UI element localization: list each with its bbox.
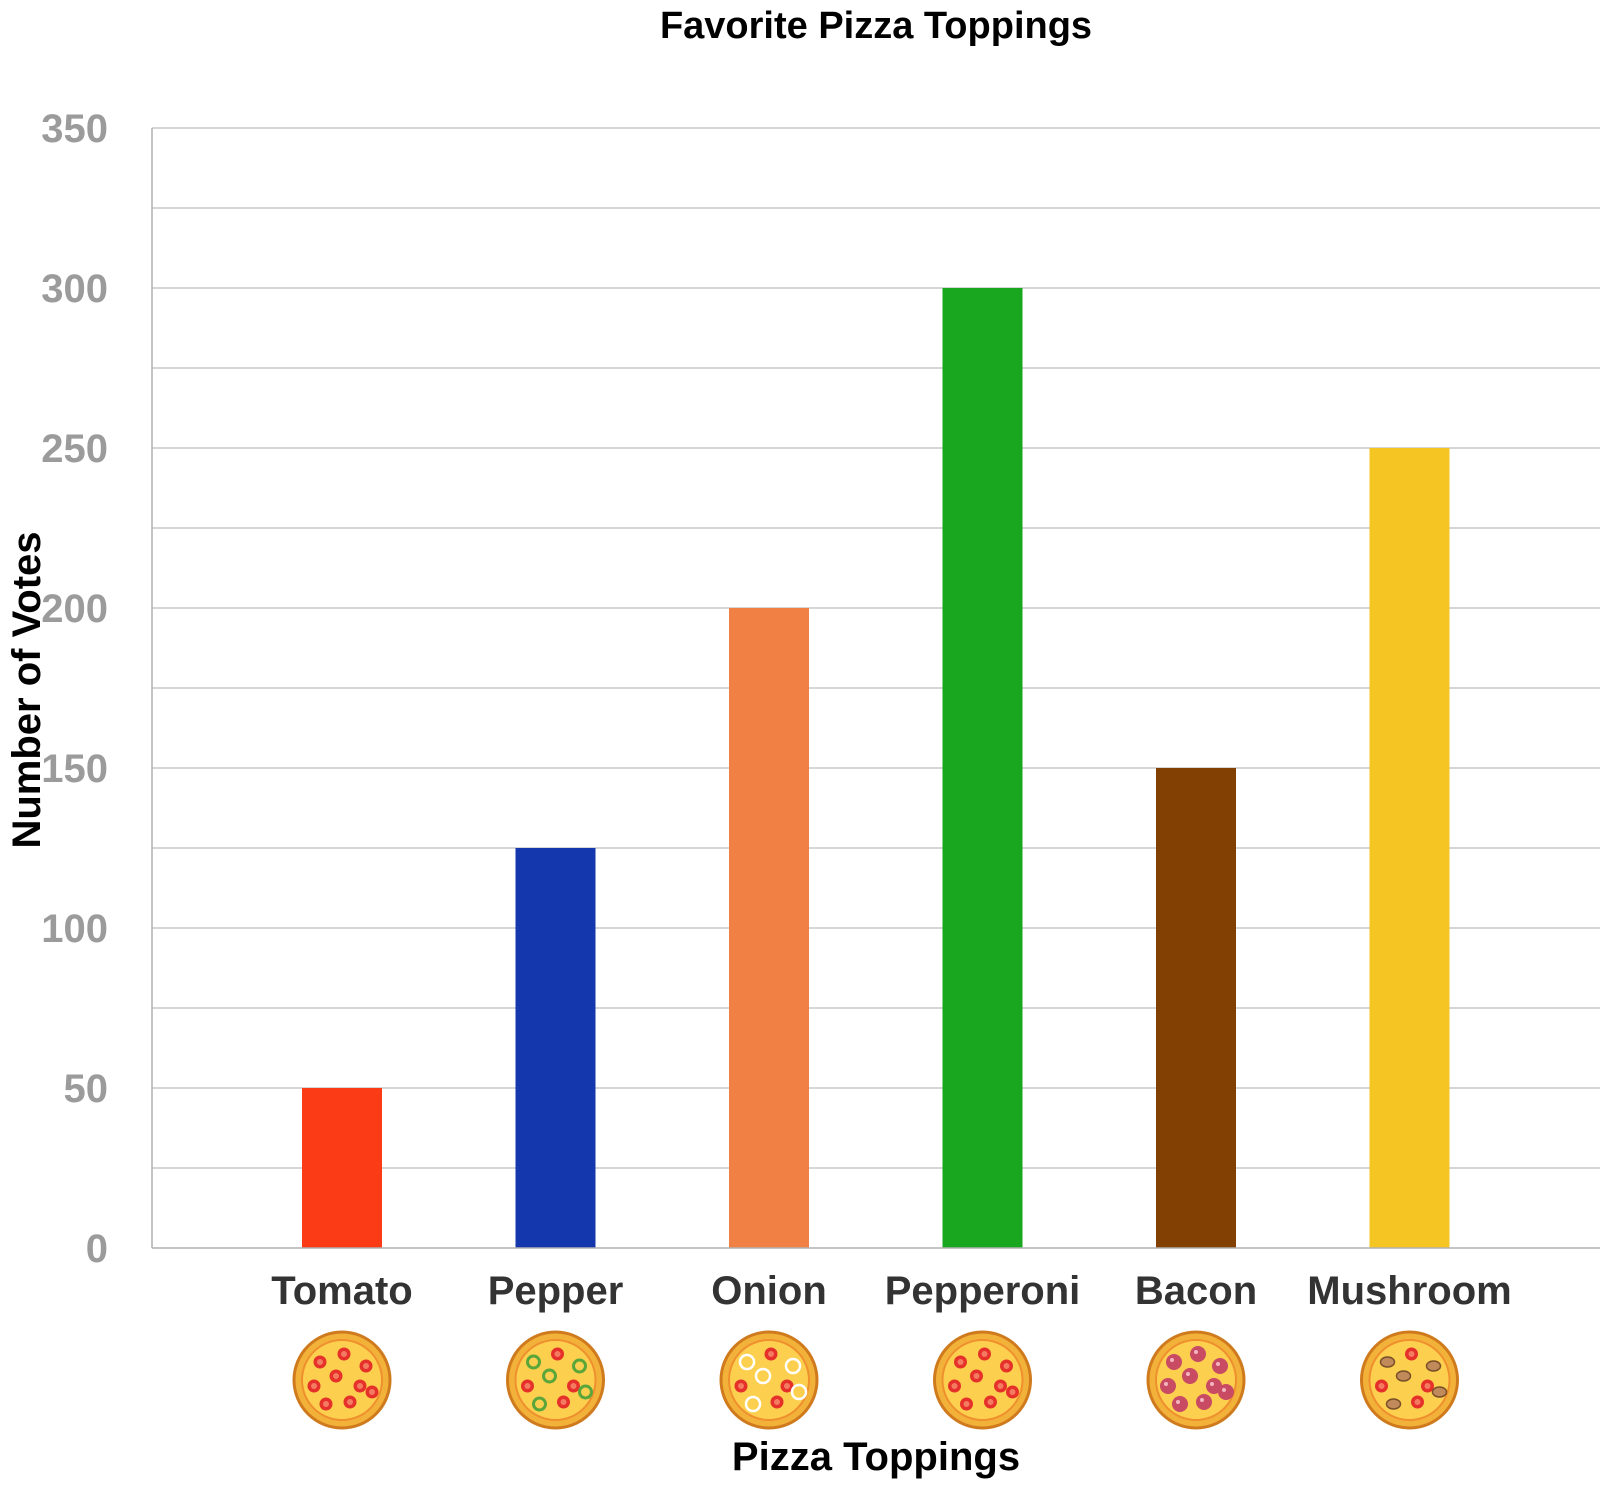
chart-title: Favorite Pizza Toppings bbox=[660, 5, 1092, 47]
pizza-pepper-icon bbox=[506, 1330, 605, 1430]
y-tick-label: 250 bbox=[41, 427, 108, 471]
y-tick-label: 150 bbox=[41, 747, 108, 791]
bar-onion bbox=[729, 608, 809, 1248]
pizza-tomato-icon bbox=[292, 1330, 392, 1430]
y-tick-label: 350 bbox=[41, 107, 108, 151]
bars bbox=[302, 288, 1450, 1248]
x-tick-label: Bacon bbox=[1135, 1269, 1257, 1313]
y-axis-title: Number of Votes bbox=[5, 531, 49, 848]
bar-mushroom bbox=[1369, 448, 1450, 1248]
x-tick-label: Pepper bbox=[488, 1269, 624, 1313]
category-icons bbox=[292, 1330, 1459, 1430]
bar-pepperoni bbox=[942, 288, 1023, 1248]
x-tick-label: Tomato bbox=[271, 1269, 412, 1313]
x-axis-title: Pizza Toppings bbox=[732, 1435, 1020, 1479]
pizza-mushroom-icon bbox=[1360, 1330, 1459, 1430]
y-tick-labels: 0 50 100 150 200 250 300 350 bbox=[41, 107, 108, 1271]
pizza-onion-icon bbox=[719, 1330, 819, 1430]
y-tick-label: 200 bbox=[41, 587, 108, 631]
axes bbox=[151, 128, 1600, 1249]
y-tick-label: 50 bbox=[64, 1067, 109, 1111]
gridlines bbox=[152, 127, 1600, 1169]
x-tick-label: Onion bbox=[711, 1269, 827, 1313]
bar-tomato bbox=[302, 1088, 382, 1248]
x-tick-label: Pepperoni bbox=[885, 1269, 1081, 1313]
pizza-bacon-icon bbox=[1146, 1330, 1246, 1430]
x-tick-labels: Tomato Pepper Onion Pepperoni Bacon Mushroom bbox=[271, 1269, 1511, 1313]
bar-pepper bbox=[515, 848, 596, 1248]
y-tick-label: 300 bbox=[41, 267, 108, 311]
bar-bacon bbox=[1156, 768, 1236, 1248]
y-tick-label: 0 bbox=[86, 1227, 108, 1271]
x-tick-label: Mushroom bbox=[1307, 1269, 1511, 1313]
y-tick-label: 100 bbox=[41, 907, 108, 951]
pizza-pepperoni-icon bbox=[933, 1330, 1032, 1430]
